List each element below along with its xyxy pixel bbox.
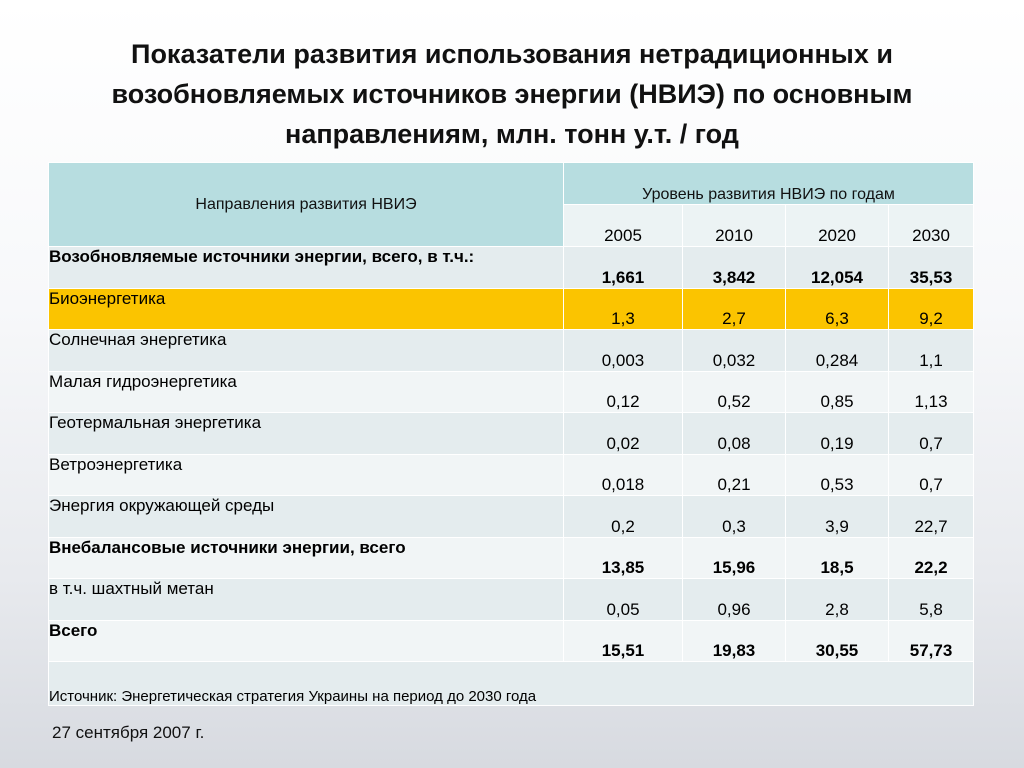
cell-value-2010: 0,96 xyxy=(682,578,786,621)
header-year: 2010 xyxy=(682,204,786,247)
table-row: Солнечная энергетика 0,003 0,032 0,284 1,1 xyxy=(48,329,975,372)
header-directions: Направления развития НВИЭ xyxy=(48,162,564,247)
cell-value-2030: 35,53 xyxy=(887,246,975,289)
header-year: 2030 xyxy=(887,204,975,247)
row-label: Возобновляемые источники энергии, всего,… xyxy=(48,246,564,289)
cell-value-2010: 0,032 xyxy=(682,329,786,372)
cell-value-2010: 2,7 xyxy=(682,287,786,330)
cell-value-2030: 9,2 xyxy=(887,287,975,330)
cell-value-2005: 13,85 xyxy=(563,536,683,579)
cell-value-2010: 0,3 xyxy=(682,495,786,538)
cell-value-2020: 3,9 xyxy=(785,495,889,538)
cell-value-2010: 0,08 xyxy=(682,412,786,455)
cell-value-2005: 1,661 xyxy=(563,246,683,289)
cell-value-2030: 1,1 xyxy=(887,329,975,372)
table-row: Энергия окружающей среды 0,2 0,3 3,9 22,7 xyxy=(48,495,975,538)
cell-value-2010: 3,842 xyxy=(682,246,786,289)
cell-value-2030: 0,7 xyxy=(887,412,975,455)
row-label: Солнечная энергетика xyxy=(48,329,564,372)
cell-value-2020: 30,55 xyxy=(785,619,889,662)
cell-value-2030: 0,7 xyxy=(887,453,975,496)
header-year: 2005 xyxy=(563,204,683,247)
cell-value-2005: 0,12 xyxy=(563,370,683,413)
cell-value-2005: 0,2 xyxy=(563,495,683,538)
cell-value-2010: 0,52 xyxy=(682,370,786,413)
title-line-1: Показатели развития использования нетрад… xyxy=(131,39,893,69)
cell-value-2020: 12,054 xyxy=(785,246,889,289)
cell-value-2020: 2,8 xyxy=(785,578,889,621)
header-year: 2020 xyxy=(785,204,889,247)
cell-value-2005: 0,003 xyxy=(563,329,683,372)
table-row: Биоэнергетика 1,3 2,7 6,3 9,2 xyxy=(48,287,975,330)
table-row: Малая гидроэнергетика 0,12 0,52 0,85 1,13 xyxy=(48,370,975,413)
row-label: Биоэнергетика xyxy=(48,287,564,330)
cell-value-2010: 0,21 xyxy=(682,453,786,496)
slide-date: 27 сентября 2007 г. xyxy=(52,723,205,742)
table-body: Возобновляемые источники энергии, всего,… xyxy=(48,246,975,662)
row-label: в т.ч. шахтный метан xyxy=(48,578,564,621)
table-row: Геотермальная энергетика 0,02 0,08 0,19 0,7 xyxy=(48,412,975,455)
cell-value-2010: 15,96 xyxy=(682,536,786,579)
row-label: Внебалансовые источники энергии, всего xyxy=(48,536,564,579)
cell-value-2005: 0,018 xyxy=(563,453,683,496)
cell-value-2030: 1,13 xyxy=(887,370,975,413)
title-line-3: направлениям, млн. тонн у.т. / год xyxy=(285,119,739,149)
row-label: Энергия окружающей среды xyxy=(48,495,564,538)
cell-value-2030: 57,73 xyxy=(887,619,975,662)
cell-value-2005: 0,02 xyxy=(563,412,683,455)
cell-value-2020: 0,85 xyxy=(785,370,889,413)
cell-value-2030: 5,8 xyxy=(887,578,975,621)
cell-value-2030: 22,2 xyxy=(887,536,975,579)
row-label: Геотермальная энергетика xyxy=(48,412,564,455)
cell-value-2005: 15,51 xyxy=(563,619,683,662)
table-row: в т.ч. шахтный метан 0,05 0,96 2,8 5,8 xyxy=(48,578,975,621)
slide-title: Показатели развития использования нетрад… xyxy=(40,34,984,154)
cell-value-2005: 1,3 xyxy=(563,287,683,330)
cell-value-2020: 0,284 xyxy=(785,329,889,372)
table-row: Возобновляемые источники энергии, всего,… xyxy=(48,246,975,289)
source-note: Источник: Энергетическая стратегия Украи… xyxy=(47,661,975,706)
row-label: Всего xyxy=(48,619,564,662)
cell-value-2030: 22,7 xyxy=(887,495,975,538)
table-row: Внебалансовые источники энергии, всего 13… xyxy=(48,536,975,579)
nvie-table: Направления развития НВИЭ Уровень развит… xyxy=(47,162,975,706)
cell-value-2010: 19,83 xyxy=(682,619,786,662)
cell-value-2005: 0,05 xyxy=(563,578,683,621)
table-row: Ветроэнергетика 0,018 0,21 0,53 0,7 xyxy=(48,453,975,496)
title-line-2: возобновляемых источников энергии (НВИЭ)… xyxy=(111,79,913,109)
cell-value-2020: 18,5 xyxy=(785,536,889,579)
cell-value-2020: 6,3 xyxy=(785,287,889,330)
header-level-by-years: Уровень развития НВИЭ по годам xyxy=(562,162,975,205)
table-row: Всего 15,51 19,83 30,55 57,73 xyxy=(48,619,975,662)
row-label: Малая гидроэнергетика xyxy=(48,370,564,413)
row-label: Ветроэнергетика xyxy=(48,453,564,496)
cell-value-2020: 0,53 xyxy=(785,453,889,496)
cell-value-2020: 0,19 xyxy=(785,412,889,455)
